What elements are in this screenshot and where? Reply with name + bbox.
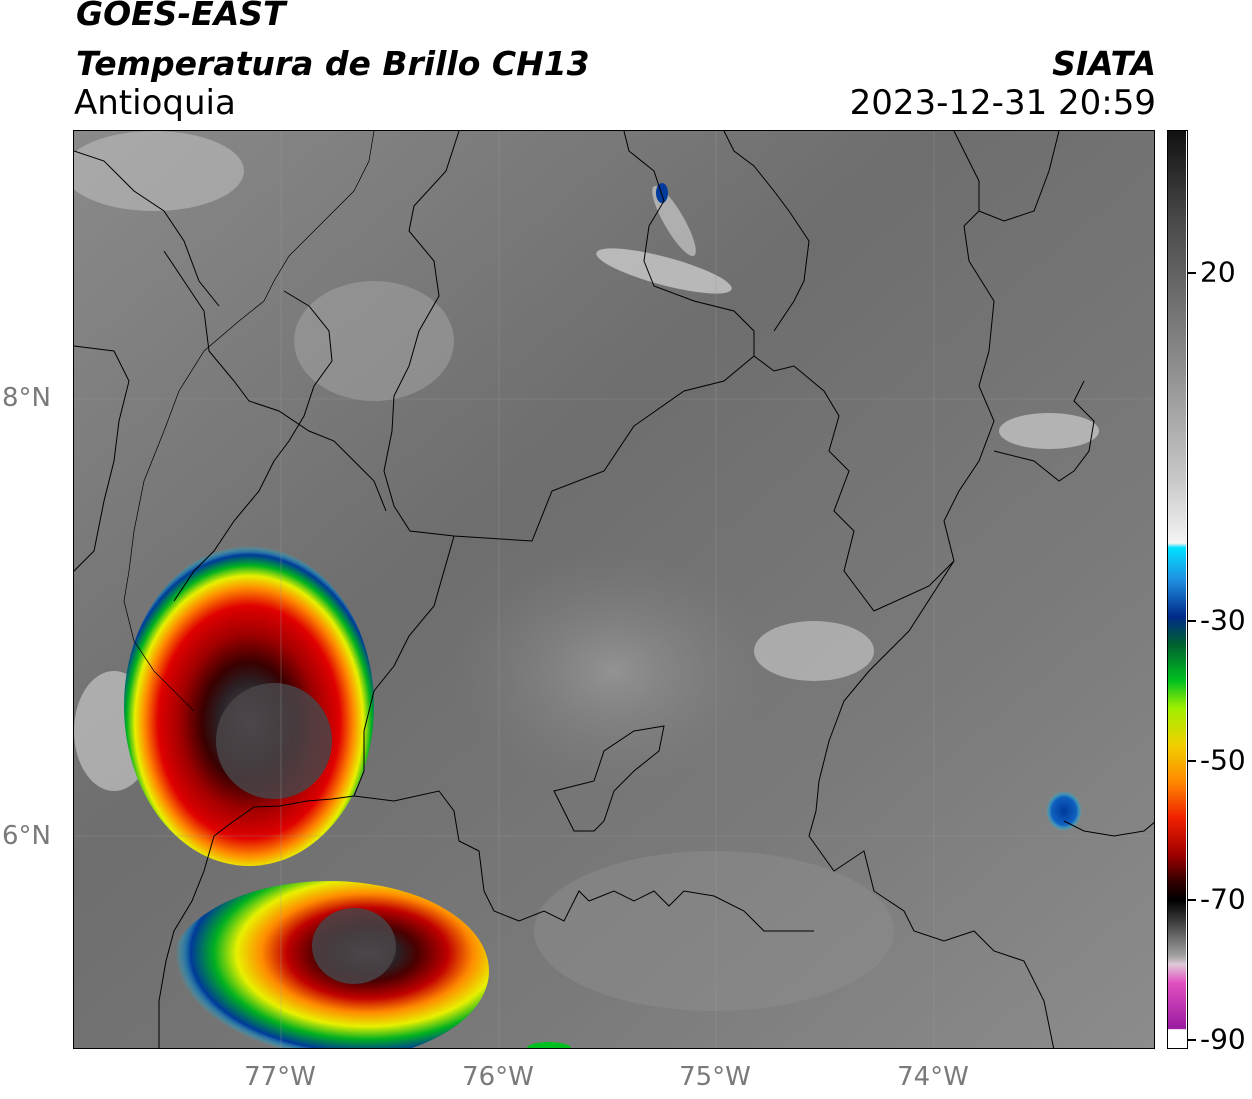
colorbar-tick-20 [1188, 272, 1196, 274]
satellite-image [74, 131, 1154, 1048]
lon-tick-74w: 74°W [897, 1062, 969, 1092]
colorbar-label-20: 20 [1200, 255, 1236, 289]
small-cell-south [527, 1042, 571, 1048]
colorbar-label-neg70: -70 [1200, 882, 1246, 916]
lat-tick-8n: 8°N [2, 383, 51, 413]
convective-cell-west-core [216, 683, 332, 799]
colorbar-tick-neg30 [1188, 620, 1196, 622]
colorbar-label-neg90: -90 [1200, 1022, 1246, 1056]
title-organization: SIATA [1052, 44, 1156, 83]
map-panel[interactable] [73, 130, 1155, 1049]
colorbar-label-neg30: -30 [1200, 603, 1246, 637]
cloud-streak-north [596, 248, 732, 294]
cloud-patch-south [534, 851, 894, 1011]
small-cell-east [1046, 791, 1082, 831]
title-product: Temperatura de Brillo CH13 [76, 44, 590, 83]
colorbar-ramp [1168, 131, 1186, 1047]
colorbar-tick-neg90 [1188, 1039, 1196, 1041]
title-datetime: 2023-12-31 20:59 [849, 83, 1156, 123]
boundaries [74, 131, 1154, 1048]
title-satellite: GOES-EAST [76, 0, 286, 33]
title-region: Antioquia [74, 83, 236, 123]
lat-tick-6n: 6°N [2, 821, 51, 851]
small-cell-north [656, 183, 668, 203]
cloud-streak-north-2 [652, 186, 696, 256]
coastline [123, 131, 375, 712]
colorbar-tick-neg50 [1188, 760, 1196, 762]
colorbar-tick-neg70 [1188, 899, 1196, 901]
colorbar-label-neg50: -50 [1200, 743, 1246, 777]
convective-cell-southwest-core [312, 908, 396, 984]
colorbar [1167, 130, 1188, 1049]
cloud-patch-center-east [754, 621, 874, 681]
warm-plateau [454, 551, 774, 791]
cloud-patch-north [294, 281, 454, 401]
lon-tick-76w: 76°W [462, 1062, 534, 1092]
lon-tick-77w: 77°W [244, 1062, 316, 1092]
cloud-band-northwest [74, 131, 244, 211]
cloud-patch-east [999, 413, 1099, 449]
lon-tick-75w: 75°W [679, 1062, 751, 1092]
